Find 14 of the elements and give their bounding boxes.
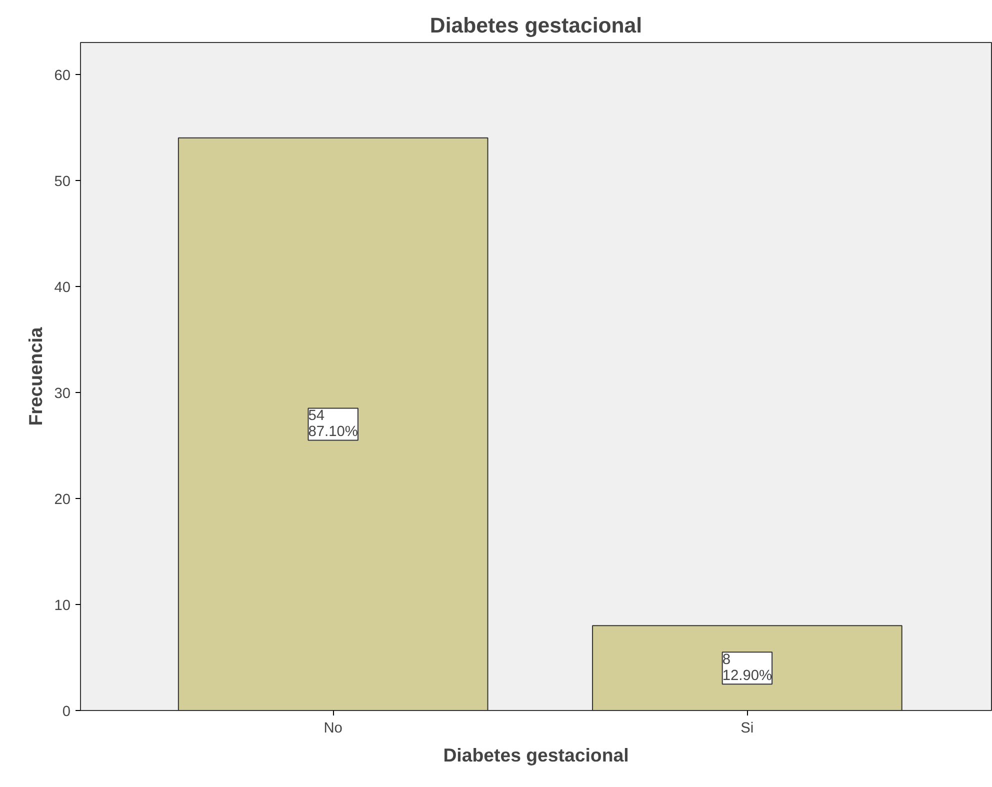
y-tick-label: 50	[54, 174, 71, 190]
data-label: 8 12.90%	[722, 652, 772, 684]
y-tick-label: 20	[54, 492, 71, 508]
chart-title: Diabetes gestacional	[430, 14, 642, 38]
y-tick-label: 0	[62, 704, 71, 720]
y-tick-label: 30	[54, 386, 71, 402]
data-label: 54 87.10%	[308, 408, 358, 440]
y-tick-label: 10	[54, 598, 71, 614]
x-tick-label: Si	[740, 720, 754, 736]
x-axis-title: Diabetes gestacional	[443, 744, 629, 766]
y-tick-label: 60	[54, 68, 71, 84]
y-axis-title: Frecuencia	[25, 326, 46, 426]
y-tick-label: 40	[54, 280, 71, 296]
x-tick-label: No	[324, 720, 342, 736]
